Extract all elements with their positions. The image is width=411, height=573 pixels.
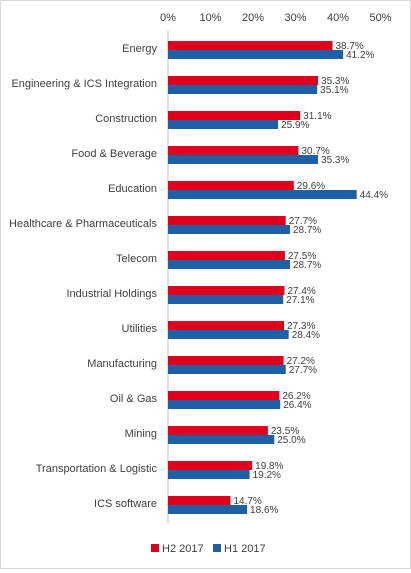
bar-h1-2017 bbox=[168, 295, 284, 304]
bar-h1-2017 bbox=[168, 190, 357, 199]
bar-h2-2017 bbox=[168, 251, 285, 260]
data-label-h2-2017: 31.1% bbox=[303, 111, 331, 122]
bar-h1-2017 bbox=[168, 225, 290, 234]
data-label-h1-2017: 44.4% bbox=[360, 190, 388, 201]
bars-group bbox=[168, 41, 357, 514]
legend: H2 2017 H1 2017 bbox=[151, 543, 266, 555]
bar-h1-2017 bbox=[168, 85, 318, 94]
category-label: Food & Beverage bbox=[71, 148, 157, 160]
data-label-h1-2017: 19.2% bbox=[253, 470, 281, 481]
data-label-h2-2017: 27.7% bbox=[289, 216, 317, 227]
data-label-h2-2017: 35.3% bbox=[321, 76, 349, 87]
data-label-h1-2017: 25.9% bbox=[281, 120, 309, 131]
data-label-h1-2017: 35.1% bbox=[320, 85, 348, 96]
data-label-h2-2017: 30.7% bbox=[301, 146, 329, 157]
legend-swatch bbox=[151, 544, 159, 552]
category-label: Construction bbox=[95, 113, 157, 125]
category-label: Utilities bbox=[122, 323, 158, 335]
x-tick-label: 20% bbox=[242, 12, 264, 24]
data-label-h2-2017: 27.3% bbox=[287, 321, 315, 332]
category-label: Manufacturing bbox=[87, 358, 157, 370]
data-label-h1-2017: 26.4% bbox=[283, 400, 311, 411]
bar-h2-2017 bbox=[168, 496, 231, 505]
bar-h2-2017 bbox=[168, 356, 284, 365]
category-label: Mining bbox=[125, 428, 157, 440]
category-label: Transportation & Logistic bbox=[36, 463, 158, 475]
bar-h2-2017 bbox=[168, 391, 280, 400]
legend-label: H1 2017 bbox=[224, 543, 266, 555]
bar-h1-2017 bbox=[168, 400, 281, 409]
x-tick-label: 10% bbox=[199, 12, 221, 24]
category-labels: Energy Engineering & ICS Integration Const… bbox=[9, 43, 157, 510]
bar-h2-2017 bbox=[168, 111, 301, 120]
bar-h2-2017 bbox=[168, 41, 333, 50]
category-label: Engineering & ICS Integration bbox=[11, 78, 157, 90]
category-label: Education bbox=[108, 183, 157, 195]
data-label-h2-2017: 23.5% bbox=[271, 426, 299, 437]
x-tick-label: 40% bbox=[327, 12, 349, 24]
category-label: Oil & Gas bbox=[110, 393, 158, 405]
data-label-h2-2017: 29.6% bbox=[297, 181, 325, 192]
bar-h1-2017 bbox=[168, 155, 319, 164]
category-label: Telecom bbox=[116, 253, 157, 265]
bar-h1-2017 bbox=[168, 50, 344, 59]
data-label-h2-2017: 26.2% bbox=[282, 391, 310, 402]
x-axis-ticks: 0% 10% 20% 30% 40% 50% bbox=[160, 12, 392, 24]
data-label-h2-2017: 19.8% bbox=[255, 461, 283, 472]
bar-h2-2017 bbox=[168, 286, 285, 295]
x-tick-label: 30% bbox=[284, 12, 306, 24]
bar-h2-2017 bbox=[168, 426, 268, 435]
bar-h1-2017 bbox=[168, 470, 250, 479]
data-labels: 38.7%41.2%35.3%35.1%31.1%25.9%30.7%35.3%… bbox=[233, 41, 388, 516]
category-label: Healthcare & Pharmaceuticals bbox=[9, 218, 157, 230]
bar-h2-2017 bbox=[168, 216, 286, 225]
x-tick-label: 0% bbox=[160, 12, 176, 24]
data-label-h2-2017: 14.7% bbox=[233, 496, 261, 507]
bar-h1-2017 bbox=[168, 260, 290, 269]
legend-label: H2 2017 bbox=[162, 543, 204, 555]
x-tick-label: 50% bbox=[369, 12, 391, 24]
data-label-h1-2017: 25.0% bbox=[277, 435, 305, 446]
data-label-h1-2017: 41.2% bbox=[346, 50, 374, 61]
bar-h1-2017 bbox=[168, 505, 248, 514]
bar-h2-2017 bbox=[168, 321, 285, 330]
data-label-h1-2017: 28.7% bbox=[293, 225, 321, 236]
data-label-h2-2017: 27.4% bbox=[287, 286, 315, 297]
data-label-h1-2017: 27.7% bbox=[289, 365, 317, 376]
bar-h1-2017 bbox=[168, 120, 279, 129]
bar-h2-2017 bbox=[168, 181, 294, 190]
bar-h1-2017 bbox=[168, 435, 275, 444]
bar-h1-2017 bbox=[168, 365, 286, 374]
data-label-h1-2017: 28.7% bbox=[293, 260, 321, 271]
bar-h2-2017 bbox=[168, 146, 299, 155]
bar-h2-2017 bbox=[168, 461, 253, 470]
data-label-h2-2017: 27.2% bbox=[287, 356, 315, 367]
bar-h2-2017 bbox=[168, 76, 319, 85]
data-label-h2-2017: 27.5% bbox=[288, 251, 316, 262]
data-label-h1-2017: 18.6% bbox=[250, 505, 278, 516]
data-label-h1-2017: 27.1% bbox=[286, 295, 314, 306]
category-label: Industrial Holdings bbox=[67, 288, 158, 300]
data-label-h1-2017: 28.4% bbox=[292, 330, 320, 341]
data-label-h2-2017: 38.7% bbox=[335, 41, 363, 52]
legend-swatch bbox=[213, 544, 221, 552]
bar-h1-2017 bbox=[168, 330, 289, 339]
data-label-h1-2017: 35.3% bbox=[321, 155, 349, 166]
category-label: ICS software bbox=[94, 498, 157, 510]
category-label: Energy bbox=[122, 43, 157, 55]
